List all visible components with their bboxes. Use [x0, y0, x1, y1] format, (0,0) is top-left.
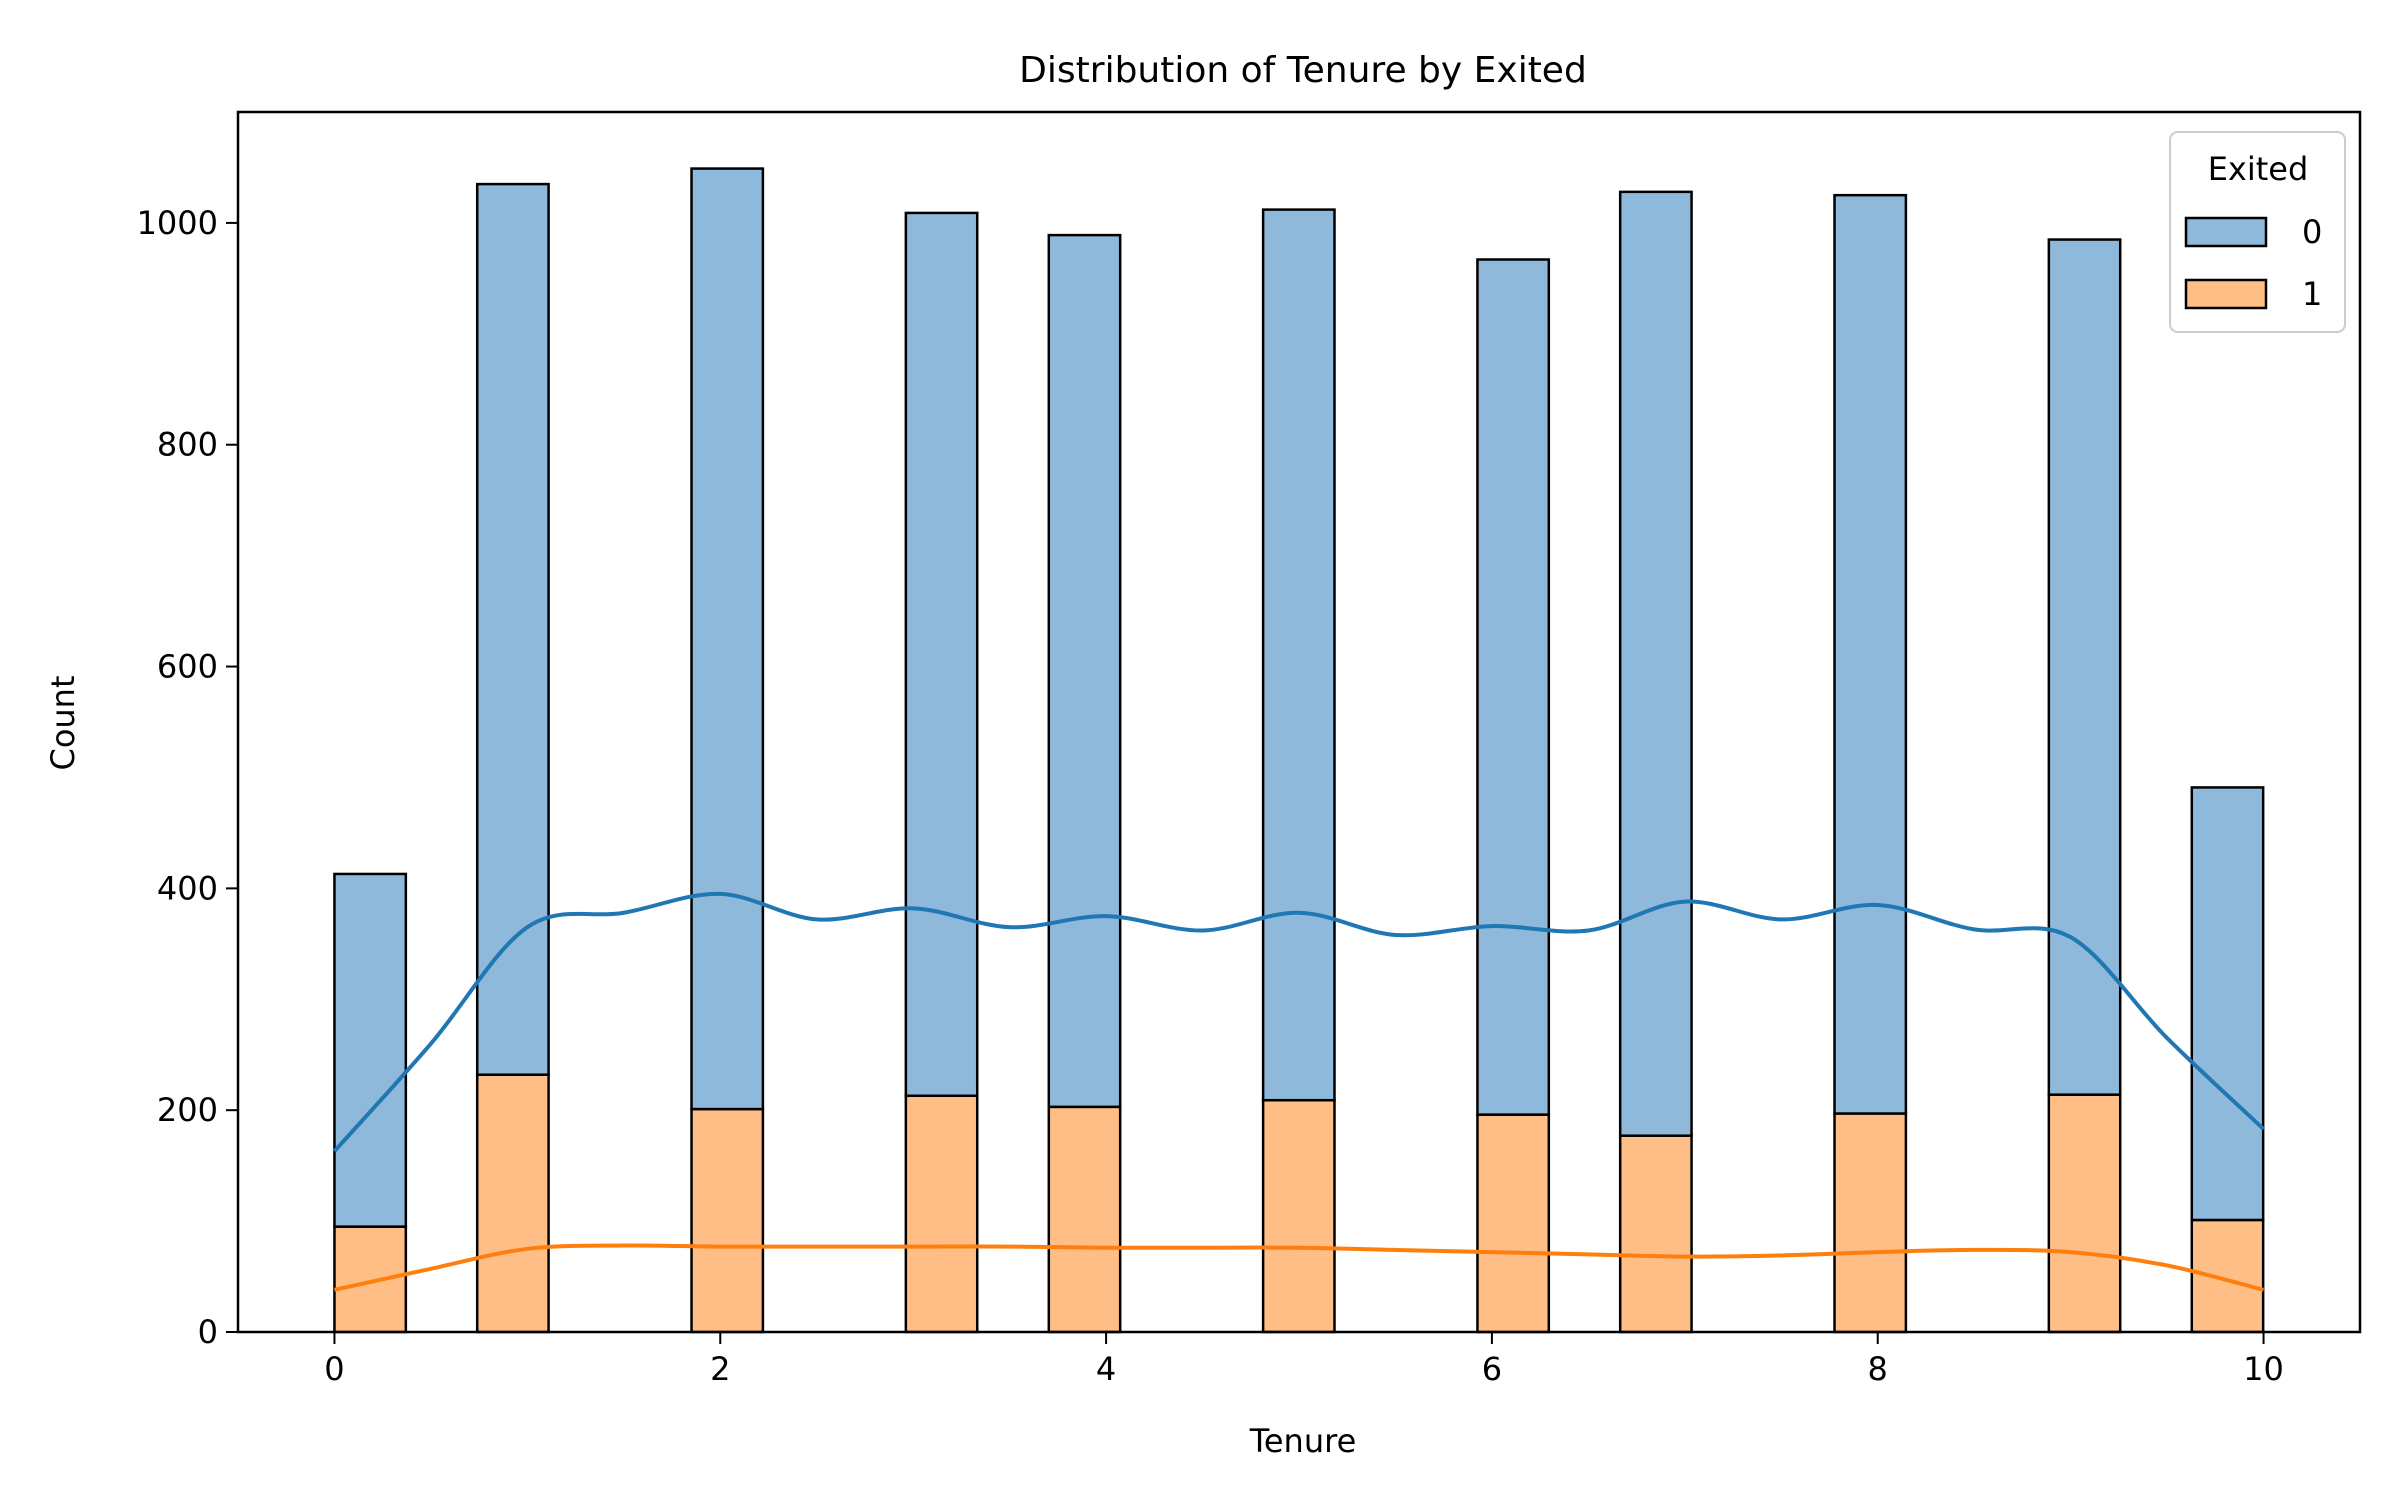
bar-exited-1 [1618, 1134, 1693, 1334]
plot-frame [236, 110, 2362, 1334]
x-tick-label: 10 [2243, 1350, 2284, 1388]
bar-exited-1 [1833, 1112, 1908, 1334]
legend-swatch-0 [2184, 216, 2268, 248]
bar-exited-0 [690, 167, 765, 1111]
bar-exited-1 [2047, 1093, 2122, 1334]
y-tick-label: 400 [157, 869, 218, 907]
bar-exited-1 [333, 1225, 408, 1334]
bar-exited-0 [2047, 238, 2122, 1096]
y-tick-label: 800 [157, 426, 218, 464]
bar-exited-0 [2190, 786, 2265, 1222]
bar-exited-0 [1047, 233, 1122, 1109]
y-tick-label: 600 [157, 648, 218, 686]
bar-exited-0 [1618, 190, 1693, 1137]
bar-exited-1 [2190, 1218, 2265, 1334]
y-axis-label: Count [44, 675, 82, 770]
y-tick-label: 200 [157, 1091, 218, 1129]
bar-exited-0 [333, 872, 408, 1228]
bar-exited-0 [1476, 258, 1551, 1116]
legend-title: Exited [2208, 150, 2309, 188]
y-tick-label: 0 [198, 1313, 218, 1351]
bar-exited-1 [1047, 1105, 1122, 1334]
bar-exited-1 [904, 1094, 979, 1334]
x-tick-label: 6 [1482, 1350, 1502, 1388]
bar-exited-1 [1261, 1098, 1336, 1334]
legend-swatch-1 [2184, 278, 2268, 310]
x-tick-label: 4 [1096, 1350, 1116, 1388]
bar-exited-1 [475, 1073, 550, 1334]
bar-exited-0 [475, 182, 550, 1076]
kde-line-exited-1 [334, 1243, 2265, 1292]
legend: Exited 0 1 [2169, 131, 2346, 333]
bar-exited-0 [904, 211, 979, 1098]
kde-layer [332, 891, 2265, 1292]
legend-label-0: 0 [2302, 213, 2322, 251]
x-tick-label: 0 [324, 1350, 344, 1388]
bar-exited-0 [1261, 208, 1336, 1102]
x-tick-label: 2 [710, 1350, 730, 1388]
bar-exited-1 [690, 1107, 765, 1334]
bar-exited-1 [1476, 1113, 1551, 1334]
chart-title: Distribution of Tenure by Exited [1019, 50, 1587, 91]
x-tick-label: 8 [1868, 1350, 1888, 1388]
x-axis-label: Tenure [1249, 1422, 1357, 1460]
y-tick-label: 1000 [137, 204, 218, 242]
kde-line-exited-0 [332, 891, 2265, 1153]
legend-label-1: 1 [2302, 275, 2322, 313]
bar-exited-0 [1833, 193, 1908, 1115]
bars-layer [333, 167, 2265, 1334]
